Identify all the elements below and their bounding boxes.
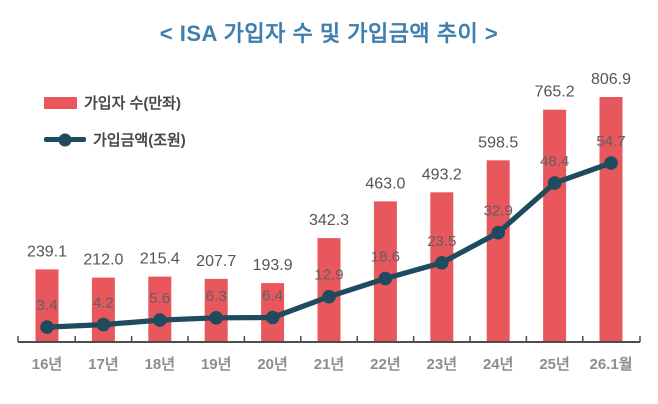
x-tick-label-20년: 20년 xyxy=(257,356,288,373)
line-point-25년 xyxy=(547,176,562,190)
x-tick-label-24년: 24년 xyxy=(483,356,514,373)
line-point-23년 xyxy=(435,255,449,270)
legend-item-subscribers: 가입자 수(만좌) xyxy=(44,92,186,113)
x-tick-label-19년: 19년 xyxy=(201,356,232,373)
line-value-label: 4.2 xyxy=(93,295,114,312)
bar-18년 xyxy=(148,276,172,342)
line-point-22년 xyxy=(378,271,393,286)
line-point-18년 xyxy=(153,313,167,327)
x-tick-label-23년: 23년 xyxy=(427,356,458,373)
x-tick-label-25년: 25년 xyxy=(539,356,570,373)
x-tick-label-17년: 17년 xyxy=(88,356,119,373)
line-point-19년 xyxy=(209,311,223,325)
line-value-label: 48.4 xyxy=(540,153,569,170)
bar-value-label: 806.9 xyxy=(591,71,631,88)
bar-26.1월 xyxy=(599,97,623,342)
bar-value-label: 765.2 xyxy=(535,84,575,101)
x-tick-label-16년: 16년 xyxy=(32,356,63,373)
line-value-label: 3.4 xyxy=(37,297,58,314)
chart-title: < ISA 가입자 수 및 가입금액 추이 > xyxy=(159,21,499,46)
line-value-label: 54.7 xyxy=(596,133,625,150)
line-point-20년 xyxy=(265,310,280,325)
legend-label-amount: 가입금액(조원) xyxy=(93,132,186,149)
bar-swatch-icon xyxy=(44,96,77,109)
x-tick-label-18년: 18년 xyxy=(145,356,176,373)
line-swatch-dot-icon xyxy=(58,133,72,146)
bar-25년 xyxy=(543,109,567,342)
bar-value-label: 212.0 xyxy=(83,252,123,269)
line-value-label: 6.4 xyxy=(262,288,283,305)
line-point-17년 xyxy=(96,317,111,332)
bar-19년 xyxy=(204,278,228,342)
x-tick-label-26.1월: 26.1월 xyxy=(590,356,633,373)
line-point-21년 xyxy=(322,289,336,304)
bar-value-label: 239.1 xyxy=(27,243,67,260)
line-value-label: 12.9 xyxy=(314,267,343,284)
line-point-24년 xyxy=(491,225,506,240)
legend-item-amount: 가입금액(조원) xyxy=(44,129,186,150)
bar-value-label: 342.3 xyxy=(309,212,349,229)
bar-value-label: 598.5 xyxy=(478,134,518,151)
x-tick-label-22년: 22년 xyxy=(370,356,401,373)
line-swatch-icon xyxy=(44,133,86,146)
legend-label-subscribers: 가입자 수(만좌) xyxy=(84,95,181,112)
line-value-label: 18.6 xyxy=(371,249,400,266)
line-value-label: 6.3 xyxy=(206,288,227,305)
line-value-label: 32.9 xyxy=(484,203,513,220)
bar-value-label: 207.7 xyxy=(196,253,236,270)
x-tick-label-21년: 21년 xyxy=(314,356,345,373)
bar-value-label: 493.2 xyxy=(422,166,462,183)
bar-value-label: 215.4 xyxy=(140,251,180,268)
line-value-label: 23.5 xyxy=(427,233,456,250)
line-point-26.1월 xyxy=(604,156,618,170)
bar-value-label: 463.0 xyxy=(365,175,405,192)
bar-value-label: 193.9 xyxy=(253,257,293,274)
line-value-label: 5.6 xyxy=(149,290,170,307)
bar-24년 xyxy=(486,160,510,342)
line-point-16년 xyxy=(40,320,54,334)
legend: 가입자 수(만좌) 가입금액(조원) xyxy=(44,92,186,150)
